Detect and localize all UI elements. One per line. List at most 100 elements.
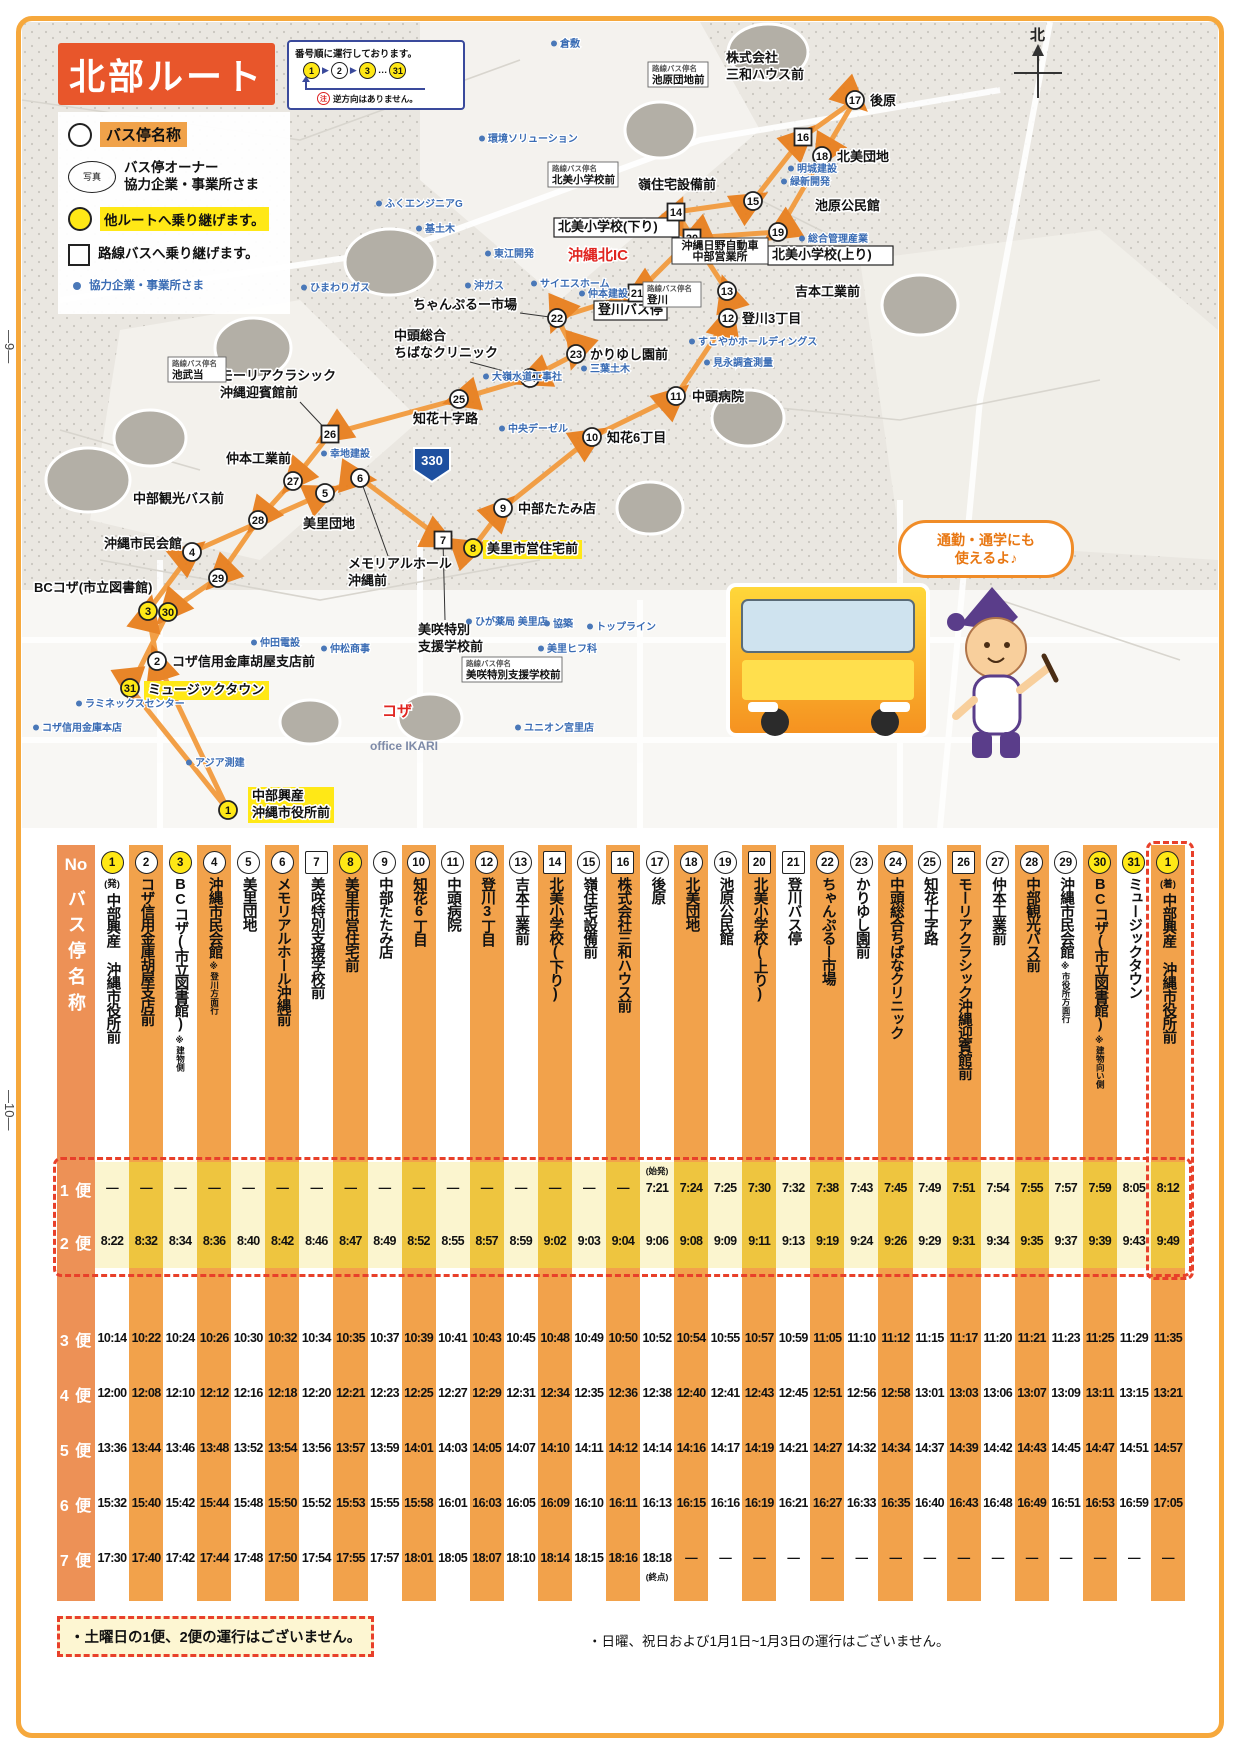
- time-cell: 16:10: [571, 1476, 606, 1531]
- map-stop-10: 10: [582, 427, 602, 447]
- stop-label: 知花十字路: [413, 411, 479, 426]
- stop-label: 中部たたみ店: [518, 501, 596, 516]
- time-cell: 15:44: [197, 1476, 232, 1531]
- svg-text:31: 31: [124, 683, 136, 695]
- stripe-spacer: [844, 1268, 879, 1311]
- time-cell: 8:52: [401, 1215, 436, 1268]
- time-cell: 12:56: [844, 1366, 879, 1421]
- time-cell: 11:17: [946, 1311, 981, 1366]
- stop-label: コザ信用金庫胡屋支店前: [172, 654, 315, 669]
- stop-column-12: 12 登川3丁目: [469, 845, 504, 1162]
- time-cell: 17:44: [197, 1531, 232, 1586]
- partner-company-label: コザ信用金庫本店: [42, 721, 122, 734]
- map-stop-1: 1: [218, 800, 238, 820]
- koza-label: コザ: [382, 703, 412, 720]
- stop-label: 美咲特別: [418, 622, 470, 637]
- time-cell: 13:15: [1116, 1366, 1151, 1421]
- stripe-spacer: [1116, 1586, 1151, 1601]
- map-stop-17: 17: [845, 90, 865, 110]
- partner-company-label: 大嶺水道工事社: [492, 370, 562, 383]
- stop-label: 吉本工業前: [795, 284, 860, 299]
- stop-column-32: 1 (着) 中部興産 沖縄市役所前: [1150, 845, 1185, 1162]
- okinawa-kita-ic-label: 沖縄北IC: [568, 246, 628, 264]
- time-cell: 7:32: [776, 1162, 811, 1215]
- stop-number-badge: 12: [475, 851, 499, 874]
- stop-number-badge: 21: [781, 851, 805, 874]
- time-cell: 7:55: [1014, 1162, 1049, 1215]
- photo-ellipse-icon: 写真: [68, 160, 116, 193]
- time-cell: 18:10: [503, 1531, 538, 1586]
- stripe-spacer: [231, 1268, 266, 1311]
- stop-name: 株式会社三和ハウス前: [615, 877, 632, 1012]
- time-cell: 8:34: [163, 1215, 198, 1268]
- partner-company-label: ふくエンジニアG: [385, 198, 463, 210]
- time-cell: 15:50: [265, 1476, 300, 1531]
- stripe-spacer: [878, 1268, 913, 1311]
- time-cell: 16:03: [469, 1476, 504, 1531]
- partner-company-label: ひまわりガス: [310, 281, 370, 294]
- time-cell: 9:19: [810, 1215, 845, 1268]
- partner-company-label: サイエスホーム: [540, 278, 610, 290]
- stripe-spacer: [912, 1268, 947, 1311]
- time-cell: 7:51: [946, 1162, 981, 1215]
- stop-label: 知花6丁目: [607, 430, 666, 445]
- trip-row-label: 2 便: [57, 1215, 95, 1268]
- time-cell: 15:48: [231, 1476, 266, 1531]
- trip-row-label: 7 便: [57, 1531, 95, 1586]
- time-cell: —: [299, 1162, 334, 1215]
- time-cell: 10:39: [401, 1311, 436, 1366]
- time-cell: 17:30: [95, 1531, 130, 1586]
- svg-text:1: 1: [225, 805, 231, 817]
- time-cell: 10:35: [333, 1311, 368, 1366]
- stripe-spacer: [1014, 1268, 1049, 1311]
- timetable-main-rows: 3 便 10:14 10:22 10:24 10:26 10:30 10:32 10:34 10…: [57, 1268, 1185, 1601]
- route-map: 中部興産沖縄市役所前コザ信用金庫胡屋支店前BCコザ(市立図書館)沖縄市民会館美里…: [21, 21, 1218, 829]
- stop-column-22: 22 ちゃんぷるー市場: [810, 845, 845, 1162]
- stop-name: 中部観光バス前: [1024, 877, 1041, 972]
- time-cell: 9:13: [776, 1215, 811, 1268]
- stop-label: 中頭病院: [692, 389, 744, 404]
- stripe-spacer: [1150, 1268, 1185, 1311]
- partner-company-label: 東江開発: [494, 247, 535, 260]
- stop-column-27: 27 仲本工業前: [980, 845, 1015, 1162]
- stop-number-badge: 13: [509, 851, 533, 874]
- time-cell: 16:19: [742, 1476, 777, 1531]
- time-cell: 12:16: [231, 1366, 266, 1421]
- time-cell: 17:50: [265, 1531, 300, 1586]
- map-stop-15: 15: [743, 191, 763, 211]
- stripe-spacer: [674, 1586, 709, 1601]
- stop-number-badge: 26: [952, 851, 976, 874]
- time-cell: —: [435, 1162, 470, 1215]
- stripe-spacer: [708, 1586, 743, 1601]
- svg-text:15: 15: [747, 196, 759, 208]
- time-cell: 16:05: [503, 1476, 538, 1531]
- seq-stop-31: 31: [389, 62, 407, 79]
- time-cell: —: [129, 1162, 164, 1215]
- stop-label: 後原: [870, 93, 896, 108]
- time-cell: —: [163, 1162, 198, 1215]
- svg-text:路線バス停名: 路線バス停名: [172, 358, 217, 368]
- stop-label: モーリアクラシック: [220, 368, 336, 383]
- stripe-spacer: [912, 1586, 947, 1601]
- stop-column-17: 17 後原: [640, 845, 675, 1162]
- time-cell: 16:27: [810, 1476, 845, 1531]
- time-cell: —: [1150, 1531, 1185, 1586]
- time-cell: 12:10: [163, 1366, 198, 1421]
- map-legend: バス停名称 写真 バス停オーナー 協力企業・事業所さま 他ルートへ乗り継げます。 …: [58, 112, 290, 315]
- map-stop-9: 9: [493, 498, 513, 518]
- svg-text:16: 16: [797, 132, 809, 144]
- stripe-spacer: [1048, 1268, 1083, 1311]
- map-stop-22: 22: [547, 308, 567, 328]
- stop-label: 仲本工業前: [226, 451, 291, 466]
- time-cell: 10:55: [708, 1311, 743, 1366]
- holiday-note: ・日曜、祝日および1月1日~1月3日の運行はございません。: [588, 1634, 950, 1649]
- stop-number-badge: 27: [986, 851, 1010, 874]
- time-cell: 8:46: [299, 1215, 334, 1268]
- partner-dot-icon: [73, 281, 81, 290]
- time-cell: 8:59: [503, 1215, 538, 1268]
- stop-number-badge: 4: [202, 851, 226, 874]
- time-cell: —: [878, 1531, 913, 1586]
- partner-company-label: すこやかホールディングス: [698, 335, 817, 348]
